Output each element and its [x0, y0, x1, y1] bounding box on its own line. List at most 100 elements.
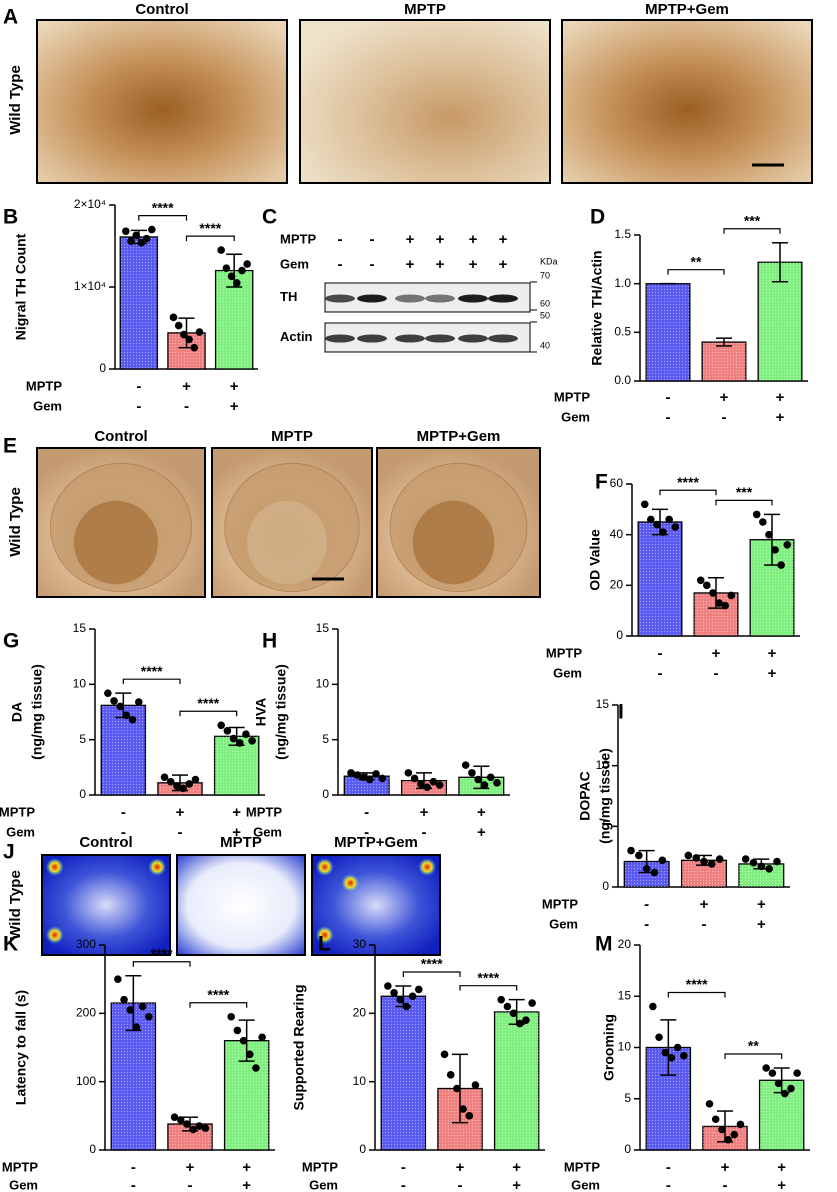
significance-label: **	[691, 253, 702, 269]
data-point	[116, 702, 125, 711]
column-title: Control	[135, 1, 188, 18]
data-point	[142, 234, 151, 243]
significance-label: ****	[151, 945, 173, 961]
data-point	[179, 784, 187, 793]
significance-bracket	[667, 269, 725, 275]
column-title: Control	[79, 834, 132, 851]
data-point	[390, 989, 398, 997]
data-point	[423, 783, 431, 792]
condition-name: Gem	[6, 824, 35, 839]
data-point	[752, 510, 761, 519]
hot-spot	[315, 926, 334, 944]
y-tick-label: 60	[610, 476, 624, 490]
data-point	[708, 860, 716, 868]
data-point	[493, 779, 501, 787]
condition-sign: +	[232, 804, 241, 821]
condition-sign: +	[777, 1159, 786, 1176]
hot-spot	[315, 858, 334, 876]
data-point	[132, 1023, 141, 1031]
panel-label: I	[618, 701, 624, 724]
y-tick-label: 15	[316, 621, 330, 635]
condition-sign: -	[702, 916, 707, 933]
data-point	[711, 1115, 720, 1124]
condition-name: MPTP	[2, 1159, 38, 1174]
data-point	[741, 855, 750, 863]
hot-spot	[45, 926, 64, 944]
significance-label: ****	[686, 976, 708, 992]
band-label: TH	[280, 289, 297, 304]
hot-spot	[341, 874, 360, 892]
bar-texture	[381, 996, 426, 1150]
condition-sign: -	[658, 665, 663, 682]
condition-sign: +	[720, 389, 729, 406]
image	[36, 19, 288, 184]
condition-sign: -	[364, 824, 369, 841]
data-point	[721, 601, 729, 610]
data-point	[703, 581, 711, 590]
panel-label: B	[3, 206, 18, 229]
data-point	[372, 770, 380, 778]
data-point	[160, 773, 169, 782]
y-axis-label: (ng/mg tissue)	[29, 664, 45, 760]
y-tick-label: 0	[99, 361, 106, 375]
panel-label: H	[262, 630, 277, 653]
blot-band	[425, 294, 455, 303]
condition-name: Gem	[553, 665, 582, 680]
significance-bracket	[179, 710, 238, 717]
data-point	[128, 715, 137, 724]
data-point	[239, 1036, 248, 1045]
y-tick-label: 0	[602, 879, 609, 893]
significance-bracket	[715, 499, 773, 506]
data-point	[718, 1125, 726, 1134]
data-point	[180, 330, 188, 339]
significance-label: ****	[477, 969, 499, 985]
condition-sign: +	[436, 256, 445, 273]
data-point	[459, 1105, 467, 1113]
data-point	[120, 995, 128, 1004]
data-point	[715, 855, 724, 863]
condition-sign: -	[658, 645, 663, 662]
condition-name: MPTP	[302, 1159, 338, 1174]
marker-label: 70	[540, 270, 550, 280]
y-tick-label: 20	[610, 578, 624, 592]
data-point	[780, 1089, 789, 1098]
data-point	[217, 721, 225, 730]
y-tick-label: 1×10⁴	[74, 279, 106, 293]
condition-name: Gem	[253, 824, 282, 839]
condition-name: MPTP	[554, 389, 590, 404]
data-point	[667, 1053, 676, 1062]
panel-label: G	[3, 630, 19, 653]
condition-sign: +	[182, 378, 191, 395]
condition-sign: +	[712, 645, 721, 662]
y-tick-label: 0	[89, 1142, 96, 1156]
data-point	[396, 995, 405, 1004]
condition-sign: -	[401, 1177, 406, 1192]
significance-label: ***	[744, 212, 761, 228]
y-axis-label: OD Value	[587, 529, 603, 591]
column-title: MPTP	[220, 834, 262, 851]
significance-bracket	[659, 489, 717, 496]
condition-sign: -	[644, 916, 649, 933]
y-axis-label: Grooming	[601, 1014, 617, 1081]
data-point	[248, 736, 256, 745]
y-tick-label: 10	[73, 677, 87, 691]
panel-label: M	[595, 933, 613, 956]
data-point	[384, 982, 392, 990]
condition-sign: +	[757, 916, 766, 933]
condition-sign: +	[768, 665, 777, 682]
condition-name: MPTP	[246, 804, 282, 819]
data-point	[217, 246, 225, 254]
y-tick-label: 10	[618, 1040, 632, 1054]
condition-sign: +	[242, 1159, 251, 1176]
condition-sign: +	[499, 231, 508, 248]
condition-sign: +	[512, 1177, 521, 1192]
data-point	[692, 854, 700, 862]
condition-sign: +	[242, 1177, 251, 1192]
condition-sign: +	[469, 256, 478, 273]
condition-sign: -	[722, 409, 727, 426]
striatum	[247, 500, 327, 585]
data-point	[715, 599, 723, 607]
y-tick-label: 15	[596, 697, 610, 711]
condition-sign: +	[499, 256, 508, 273]
y-tick-label: 0.5	[614, 325, 631, 339]
